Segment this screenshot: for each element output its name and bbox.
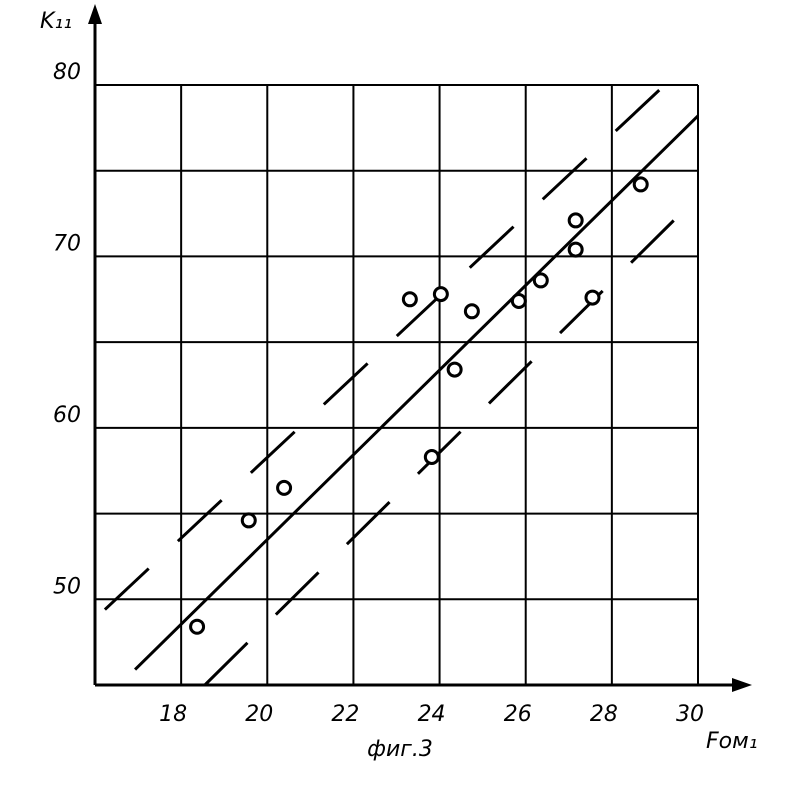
x-tick-label: 28: [590, 702, 618, 727]
y-tick-label: 70: [53, 231, 81, 256]
x-tick-label: 22: [331, 702, 359, 727]
point: [634, 178, 647, 191]
x-tick-label: 18: [159, 702, 187, 727]
point: [242, 514, 255, 527]
point: [425, 451, 438, 464]
x-axis-label: Fом₁: [706, 729, 758, 754]
y-arrow: [88, 4, 102, 24]
point: [191, 620, 204, 633]
regression-line: [135, 116, 698, 670]
point: [403, 293, 416, 306]
point: [512, 295, 525, 308]
y-tick-label: 80: [53, 60, 81, 85]
x-tick-label: 30: [676, 702, 704, 727]
confidence-line: [105, 90, 659, 609]
point: [448, 363, 461, 376]
point: [569, 243, 582, 256]
y-tick-label: 50: [53, 574, 81, 599]
point: [434, 288, 447, 301]
y-axis-label: K₁₁: [40, 9, 72, 34]
caption: фиг.3: [367, 737, 433, 762]
confidence-line: [205, 196, 698, 685]
point: [278, 481, 291, 494]
point: [586, 291, 599, 304]
x-tick-label: 26: [504, 702, 532, 727]
y-tick-label: 60: [53, 403, 81, 428]
x-arrow: [732, 678, 752, 692]
point: [534, 274, 547, 287]
x-tick-label: 20: [245, 702, 273, 727]
chart: K₁₁ Fом₁ фиг.3 18 20 22 24 26 28 30 50 60 70 80: [0, 0, 800, 796]
point: [465, 305, 478, 318]
x-tick-label: 24: [418, 702, 446, 727]
point: [569, 214, 582, 227]
